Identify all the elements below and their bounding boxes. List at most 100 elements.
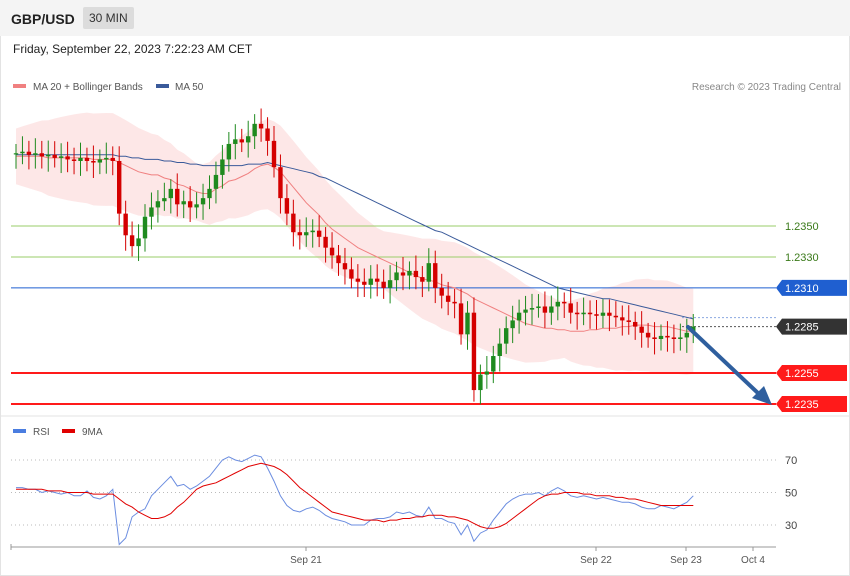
time-axis: Sep 21 Sep 22 Sep 23 Oct 4 <box>10 544 776 566</box>
candle <box>220 144 225 189</box>
candle <box>336 245 341 276</box>
rsi-tick-70: 70 <box>785 455 797 467</box>
candle <box>684 318 689 353</box>
candle-body <box>555 301 560 307</box>
price-legend: MA 20 + Bollinger Bands MA 50 Research ©… <box>13 82 841 93</box>
candle <box>168 179 173 214</box>
timeframe-badge[interactable]: 30 MIN <box>83 7 134 29</box>
candle-body <box>316 230 322 237</box>
candle-body <box>420 277 425 282</box>
level-label-1.2255: 1.2255 <box>785 368 819 380</box>
arrow-head <box>752 386 772 405</box>
timestamp: Friday, September 22, 2023 7:22:23 AM CE… <box>13 42 253 56</box>
candle <box>368 265 373 299</box>
candle <box>271 126 277 178</box>
candle <box>678 323 683 351</box>
ma20-line <box>16 155 694 332</box>
candle <box>162 182 167 211</box>
candle <box>574 301 580 330</box>
ma20-legend-label: MA 20 + Bollinger Bands <box>33 82 143 93</box>
ma50-legend-label: MA 50 <box>175 82 204 93</box>
level-tag-1.2255 <box>776 365 847 382</box>
candle-body <box>426 263 431 282</box>
candle-body <box>271 140 277 168</box>
candle <box>665 321 670 352</box>
candle <box>117 146 122 226</box>
candle-body <box>342 263 348 270</box>
candle-body <box>387 280 393 288</box>
rsi-ma9-line <box>16 462 694 529</box>
candle-body <box>626 320 631 322</box>
candle <box>246 120 251 158</box>
candle <box>387 265 393 304</box>
candle-body <box>129 235 135 247</box>
candle-body <box>265 128 270 141</box>
candle-body <box>65 156 70 160</box>
candle <box>129 221 135 257</box>
candle <box>607 299 612 332</box>
candle-body <box>84 157 90 161</box>
candle <box>20 136 25 165</box>
candle-body <box>252 123 257 137</box>
candle <box>65 141 70 173</box>
candle-body <box>304 232 309 236</box>
candle <box>71 147 77 175</box>
candle-body <box>194 204 199 208</box>
candle-body <box>381 281 386 288</box>
candle <box>110 146 115 176</box>
candle <box>258 108 264 142</box>
candle-body <box>123 213 128 236</box>
level-labels: 1.2350 1.2330 1.2310 1.2285 1.2255 1.2235 <box>776 221 847 412</box>
candle-body <box>168 188 173 199</box>
candle <box>594 299 599 330</box>
candle <box>542 291 548 329</box>
rsi-tick-50: 50 <box>785 488 797 500</box>
candle <box>510 305 515 344</box>
candle-body <box>284 198 290 214</box>
candle <box>142 204 148 252</box>
candle-body <box>213 174 219 189</box>
candle <box>465 301 470 350</box>
candle-body <box>658 335 664 339</box>
candle <box>400 256 406 291</box>
candle-body <box>407 270 412 276</box>
candle-body <box>413 270 419 278</box>
candle-body <box>117 160 122 214</box>
candle <box>342 247 348 285</box>
candle-body <box>78 157 83 161</box>
candle-body <box>258 123 264 129</box>
arrow-shaft <box>686 325 762 397</box>
candle-body <box>110 157 115 161</box>
candle-body <box>233 139 238 144</box>
candle-body <box>562 301 567 304</box>
candle-body <box>278 167 283 199</box>
candle-body <box>246 136 251 143</box>
candle-body <box>187 201 193 208</box>
candle-body <box>491 356 496 372</box>
candle-body <box>536 306 541 309</box>
candle-body <box>71 159 77 161</box>
candle <box>155 190 161 223</box>
rsi-line <box>16 454 694 546</box>
candle <box>97 149 103 175</box>
candle-body <box>323 236 328 248</box>
candle-body <box>13 153 19 155</box>
candle <box>323 227 328 263</box>
candle <box>555 286 560 321</box>
candle-body <box>239 139 244 143</box>
candle <box>104 142 109 174</box>
candle-body <box>574 312 580 315</box>
level-label-1.2350: 1.2350 <box>785 221 819 233</box>
candle <box>562 292 567 318</box>
candle <box>278 154 283 214</box>
candle-body <box>439 287 444 296</box>
candle-body <box>639 326 644 333</box>
candle <box>123 200 128 251</box>
candle-body <box>329 247 335 256</box>
candle-body <box>529 308 535 310</box>
candle <box>426 248 431 292</box>
candle <box>652 322 657 355</box>
candle-body <box>104 157 109 160</box>
candle-body <box>671 337 677 339</box>
candle-body <box>26 151 32 155</box>
